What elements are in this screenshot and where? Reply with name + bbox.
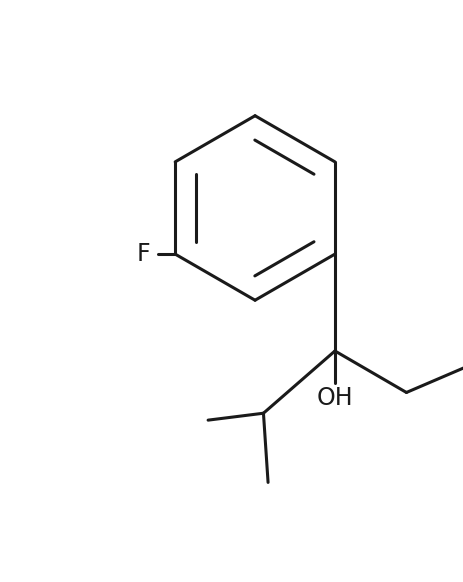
Text: OH: OH	[316, 385, 352, 410]
Text: F: F	[136, 242, 150, 266]
